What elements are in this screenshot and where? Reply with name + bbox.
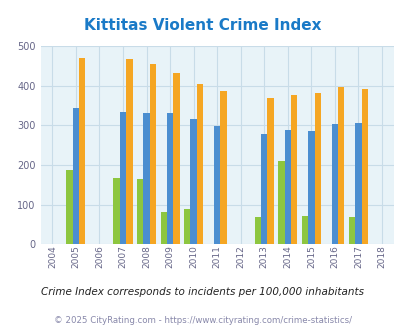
Bar (143, 113, 149, 244)
Bar (213, 126, 220, 244)
Bar (254, 217, 260, 244)
Bar (290, 95, 296, 244)
Bar (348, 217, 354, 244)
Text: © 2025 CityRating.com - https://www.cityrating.com/crime-statistics/: © 2025 CityRating.com - https://www.city… (54, 315, 351, 325)
Bar (267, 98, 273, 244)
Bar (354, 123, 361, 244)
Text: Kittitas Violent Crime Index: Kittitas Violent Crime Index (84, 18, 321, 33)
Bar (173, 73, 179, 244)
Bar (184, 209, 190, 244)
Bar (149, 64, 156, 244)
Bar (260, 134, 267, 244)
Bar (284, 130, 290, 244)
Bar (190, 119, 196, 244)
Bar (278, 161, 284, 244)
Bar (196, 84, 202, 244)
Bar (337, 87, 343, 244)
Bar (307, 131, 314, 244)
Bar (119, 112, 126, 244)
Bar (166, 113, 173, 244)
Bar (113, 178, 119, 244)
Bar (361, 89, 367, 244)
Bar (72, 108, 79, 244)
Bar (160, 212, 166, 244)
Bar (220, 91, 226, 244)
Bar (66, 170, 72, 244)
Bar (301, 216, 307, 244)
Bar (126, 59, 132, 244)
Text: Crime Index corresponds to incidents per 100,000 inhabitants: Crime Index corresponds to incidents per… (41, 287, 364, 297)
Bar (137, 179, 143, 244)
Bar (331, 124, 337, 244)
Bar (314, 92, 320, 244)
Bar (79, 58, 85, 244)
